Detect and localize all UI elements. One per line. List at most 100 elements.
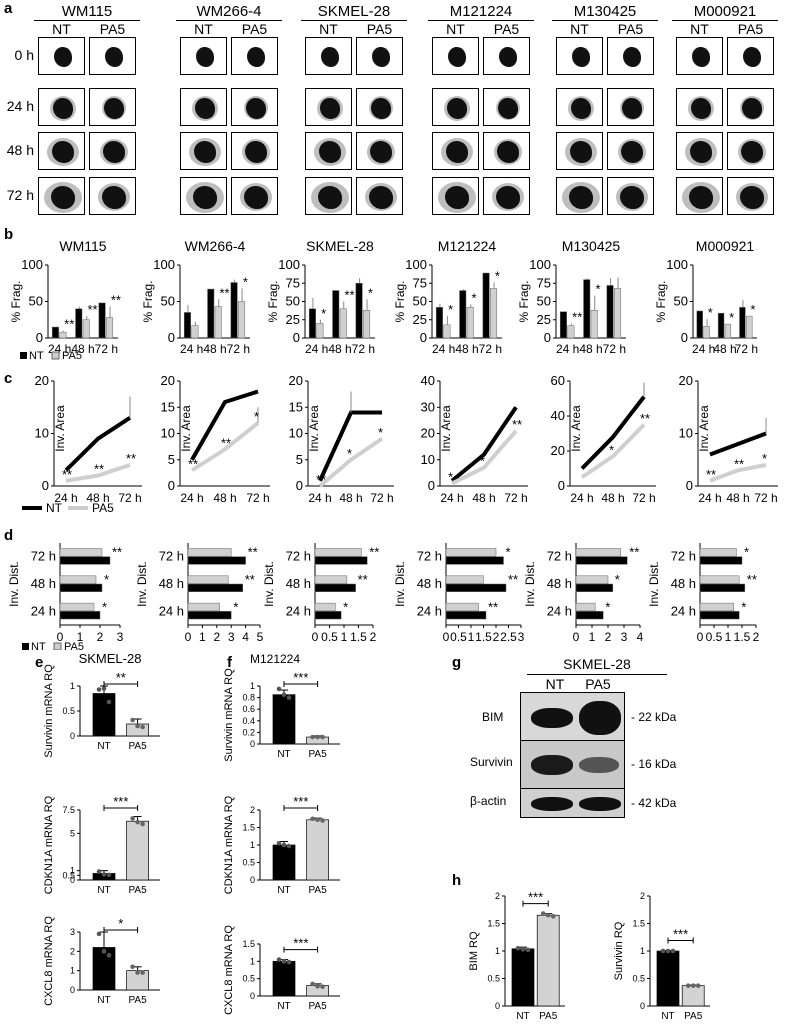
spheroid-image	[356, 132, 403, 170]
bar-pa5	[339, 308, 347, 339]
y-tick-label: 0	[42, 478, 49, 493]
significance-mark: **	[94, 462, 104, 477]
y-tick-label: 0	[168, 330, 175, 345]
spheroid-image	[483, 177, 530, 215]
significance-mark: *	[615, 572, 620, 587]
panel-label-b: b	[4, 226, 14, 243]
x-tick-label: 24 h	[440, 491, 463, 505]
significance-mark: *	[495, 269, 500, 284]
x-tick-label: NT	[97, 741, 110, 752]
x-tick-label: 72 h	[246, 491, 269, 505]
bar-nt	[207, 288, 215, 339]
bar-nt	[272, 960, 296, 997]
spheroid-image	[89, 177, 136, 215]
significance-mark: **	[344, 288, 354, 303]
y-tick-label: 0	[686, 478, 693, 493]
y-tick-label: 0	[640, 1001, 645, 1011]
condition-label: NT	[194, 21, 213, 37]
bar-pa5	[746, 315, 753, 339]
bar-pa5	[191, 325, 199, 339]
y-tick-label: 40	[551, 408, 565, 423]
x-tick-label: 48 h	[472, 491, 495, 505]
spheroid-image	[231, 88, 278, 126]
spheroid-image	[305, 88, 352, 126]
x-tick-label: PA5	[129, 995, 148, 1006]
bar-nt	[59, 583, 103, 592]
significance-mark: *	[321, 306, 326, 321]
x-tick-label: 24 h	[308, 491, 331, 505]
condition-label: PA5	[366, 21, 393, 37]
bar-nt	[230, 282, 238, 339]
chart-title: M121224	[438, 238, 497, 254]
legend-swatch-nt	[22, 643, 29, 650]
bar-nt	[272, 694, 296, 745]
bar-pa5	[575, 548, 622, 557]
y-tick-label: 10	[679, 426, 693, 441]
blot-kda-actin: - 42 kDa	[631, 796, 677, 810]
significance-mark: **	[629, 545, 639, 560]
bar-pa5	[59, 602, 95, 612]
panel-label-g: g	[452, 654, 462, 671]
bar-pa5	[59, 548, 103, 557]
data-point	[320, 818, 325, 823]
data-point	[315, 734, 320, 740]
significance-mark: **	[734, 456, 744, 471]
bar-pa5	[614, 288, 622, 339]
data-point	[286, 695, 292, 700]
y-axis-label: % Frag.	[654, 280, 668, 322]
cell-line-title: M130425	[552, 3, 658, 21]
bar-pa5	[490, 288, 498, 339]
significance-mark: *	[102, 599, 107, 614]
y-tick-label: 0	[250, 875, 255, 885]
y-tick-label: 0	[296, 478, 303, 493]
bar-nt	[332, 290, 340, 339]
significance-mark: *	[750, 302, 755, 317]
x-tick-label: 0	[573, 630, 580, 644]
spheroid-image	[483, 37, 530, 75]
y-tick-label: 2	[640, 891, 645, 901]
bar-nt	[583, 279, 591, 339]
y-axis-label: Inv. Dist.	[393, 561, 407, 607]
y-tick-label: 100	[529, 257, 551, 272]
spheroid-image	[231, 177, 278, 215]
bar-nt	[575, 556, 628, 565]
y-tick-label: 50	[537, 294, 551, 309]
data-point	[96, 687, 102, 692]
spheroid-image	[676, 88, 723, 126]
panel-label-f: f	[227, 654, 232, 671]
y-tick-label: 10	[161, 426, 175, 441]
spheroid-image	[231, 132, 278, 170]
bar-pa5	[575, 602, 596, 612]
significance-mark: *	[744, 545, 749, 560]
spheroid-image	[356, 177, 403, 215]
blot-survivin	[520, 740, 625, 790]
significance-mark: *	[729, 310, 734, 325]
y-tick-label: 75	[537, 275, 551, 290]
data-point	[106, 872, 112, 878]
significance-mark: **	[572, 309, 582, 324]
y-tick-label: 40	[421, 373, 435, 388]
y-tick-label: 15	[161, 399, 175, 414]
x-tick-label: 48 h	[726, 491, 749, 505]
spheroid-image	[676, 177, 723, 215]
bar-nt	[59, 556, 111, 565]
bar-nt	[717, 312, 725, 339]
x-tick-label: 1	[468, 630, 475, 644]
x-tick-label: PA5	[309, 885, 328, 896]
y-tick-label: 10	[421, 452, 435, 467]
bar-nt	[98, 302, 106, 339]
condition-label: PA5	[493, 21, 520, 37]
y-tick-label: 0.5	[62, 706, 75, 716]
x-tick-label: 2	[370, 630, 377, 644]
y-axis-label: Survivin mRNA RQ	[43, 664, 55, 758]
spheroid-image	[556, 88, 603, 126]
y-tick-label: 0.5	[632, 974, 645, 984]
y-axis-label: Inv. Dist.	[7, 561, 21, 607]
x-tick-label: 48 h	[71, 342, 94, 356]
y-tick-label: 48 h	[547, 576, 572, 591]
y-tick-label: 1	[70, 681, 75, 691]
significance-mark: **	[87, 302, 97, 317]
data-point	[130, 717, 135, 723]
spheroid-image	[483, 88, 530, 126]
bar-nt	[739, 307, 746, 339]
